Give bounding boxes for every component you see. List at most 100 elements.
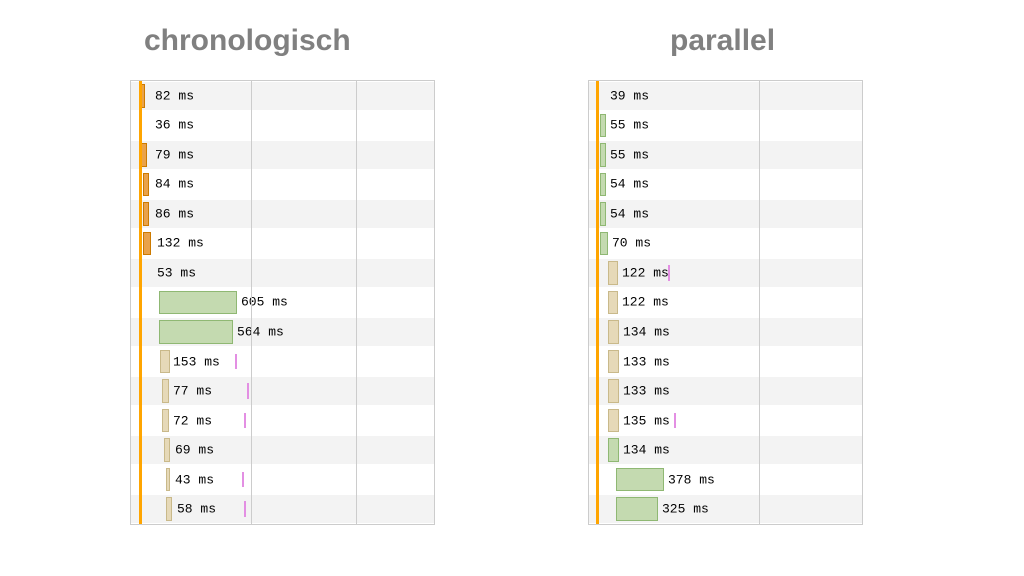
waterfall-row: 135 ms bbox=[589, 406, 862, 436]
timing-label: 53 ms bbox=[157, 265, 196, 280]
waterfall-row: 58 ms bbox=[131, 494, 434, 524]
timing-label: 55 ms bbox=[610, 147, 649, 162]
timing-bar bbox=[143, 202, 149, 226]
waterfall-row: 605 ms bbox=[131, 288, 434, 318]
timing-label: 122 ms bbox=[622, 295, 669, 310]
waterfall-row: 82 ms bbox=[131, 81, 434, 111]
timing-bar bbox=[608, 350, 619, 374]
page: { "leftTitle": "chronologisch", "rightTi… bbox=[0, 0, 1024, 576]
waterfall-row: 86 ms bbox=[131, 199, 434, 229]
timing-label: 77 ms bbox=[173, 384, 212, 399]
timing-bar bbox=[160, 350, 170, 374]
timing-label: 36 ms bbox=[155, 118, 194, 133]
timing-label: 55 ms bbox=[610, 118, 649, 133]
waterfall-row: 133 ms bbox=[589, 376, 862, 406]
timing-label: 82 ms bbox=[155, 88, 194, 103]
timing-bar bbox=[600, 114, 606, 138]
event-tick bbox=[247, 383, 249, 399]
timing-label: 378 ms bbox=[668, 472, 715, 487]
waterfall-row: 153 ms bbox=[131, 347, 434, 377]
timing-bar bbox=[600, 143, 606, 167]
timing-label: 325 ms bbox=[662, 502, 709, 517]
right-title: parallel bbox=[670, 24, 775, 58]
timing-bar bbox=[159, 320, 233, 344]
waterfall-row: 70 ms bbox=[589, 229, 862, 259]
timing-bar bbox=[616, 497, 658, 521]
timing-bar bbox=[608, 291, 618, 315]
event-tick bbox=[244, 413, 246, 429]
waterfall-row: 79 ms bbox=[131, 140, 434, 170]
timing-bar bbox=[608, 261, 618, 285]
timing-bar bbox=[159, 291, 237, 315]
waterfall-row: 122 ms bbox=[589, 288, 862, 318]
timing-bar bbox=[166, 497, 172, 521]
waterfall-row: 55 ms bbox=[589, 140, 862, 170]
event-tick bbox=[244, 501, 246, 517]
timing-label: 79 ms bbox=[155, 147, 194, 162]
timing-label: 86 ms bbox=[155, 206, 194, 221]
waterfall-row: 378 ms bbox=[589, 465, 862, 495]
timing-bar bbox=[600, 232, 608, 256]
waterfall-row: 54 ms bbox=[589, 199, 862, 229]
timing-label: 72 ms bbox=[173, 413, 212, 428]
timing-label: 70 ms bbox=[612, 236, 651, 251]
waterfall-row: 54 ms bbox=[589, 170, 862, 200]
timing-bar bbox=[616, 468, 664, 492]
waterfall-row: 69 ms bbox=[131, 435, 434, 465]
timing-bar bbox=[162, 379, 169, 403]
waterfall-row: 39 ms bbox=[589, 81, 862, 111]
grid-line bbox=[251, 81, 252, 524]
timing-label: 122 ms bbox=[622, 265, 669, 280]
timing-label: 54 ms bbox=[610, 177, 649, 192]
waterfall-row: 564 ms bbox=[131, 317, 434, 347]
timing-bar bbox=[600, 202, 606, 226]
timing-bar bbox=[608, 379, 619, 403]
waterfall-row: 72 ms bbox=[131, 406, 434, 436]
waterfall-row: 84 ms bbox=[131, 170, 434, 200]
grid-line bbox=[759, 81, 760, 524]
event-tick bbox=[242, 472, 244, 488]
waterfall-row: 134 ms bbox=[589, 435, 862, 465]
waterfall-row: 132 ms bbox=[131, 229, 434, 259]
timing-label: 134 ms bbox=[623, 443, 670, 458]
timing-bar bbox=[143, 173, 149, 197]
start-baseline bbox=[139, 81, 142, 524]
timing-label: 84 ms bbox=[155, 177, 194, 192]
timing-label: 43 ms bbox=[175, 472, 214, 487]
timing-label: 133 ms bbox=[623, 354, 670, 369]
waterfall-row: 122 ms bbox=[589, 258, 862, 288]
event-tick bbox=[674, 413, 676, 429]
waterfall-row: 55 ms bbox=[589, 111, 862, 141]
timing-label: 153 ms bbox=[173, 354, 220, 369]
timing-label: 605 ms bbox=[241, 295, 288, 310]
timing-bar bbox=[608, 438, 619, 462]
waterfall-row: 325 ms bbox=[589, 494, 862, 524]
timing-bar bbox=[143, 232, 151, 256]
timing-bar bbox=[600, 173, 606, 197]
timing-bar bbox=[608, 320, 619, 344]
timing-label: 54 ms bbox=[610, 206, 649, 221]
waterfall-row: 36 ms bbox=[131, 111, 434, 141]
start-baseline bbox=[596, 81, 599, 524]
waterfall-row: 133 ms bbox=[589, 347, 862, 377]
waterfall-row: 43 ms bbox=[131, 465, 434, 495]
timing-label: 564 ms bbox=[237, 325, 284, 340]
waterfall-row: 77 ms bbox=[131, 376, 434, 406]
left-title: chronologisch bbox=[144, 24, 351, 58]
timing-label: 58 ms bbox=[177, 502, 216, 517]
timing-label: 135 ms bbox=[623, 413, 670, 428]
timing-bar bbox=[166, 468, 170, 492]
timing-label: 132 ms bbox=[157, 236, 204, 251]
right-waterfall-chart: 39 ms 55 ms 55 ms 54 ms 54 ms 70 ms 122 ms 122 … bbox=[588, 80, 863, 525]
waterfall-row: 134 ms bbox=[589, 317, 862, 347]
timing-label: 69 ms bbox=[175, 443, 214, 458]
timing-bar bbox=[162, 409, 169, 433]
timing-bar bbox=[164, 438, 170, 462]
grid-line bbox=[356, 81, 357, 524]
waterfall-row: 53 ms bbox=[131, 258, 434, 288]
timing-label: 133 ms bbox=[623, 384, 670, 399]
left-waterfall-chart: 82 ms 36 ms 79 ms 84 ms 86 ms 132 ms 53 ms 605 … bbox=[130, 80, 435, 525]
event-tick bbox=[235, 354, 237, 370]
timing-label: 39 ms bbox=[610, 88, 649, 103]
timing-label: 134 ms bbox=[623, 325, 670, 340]
